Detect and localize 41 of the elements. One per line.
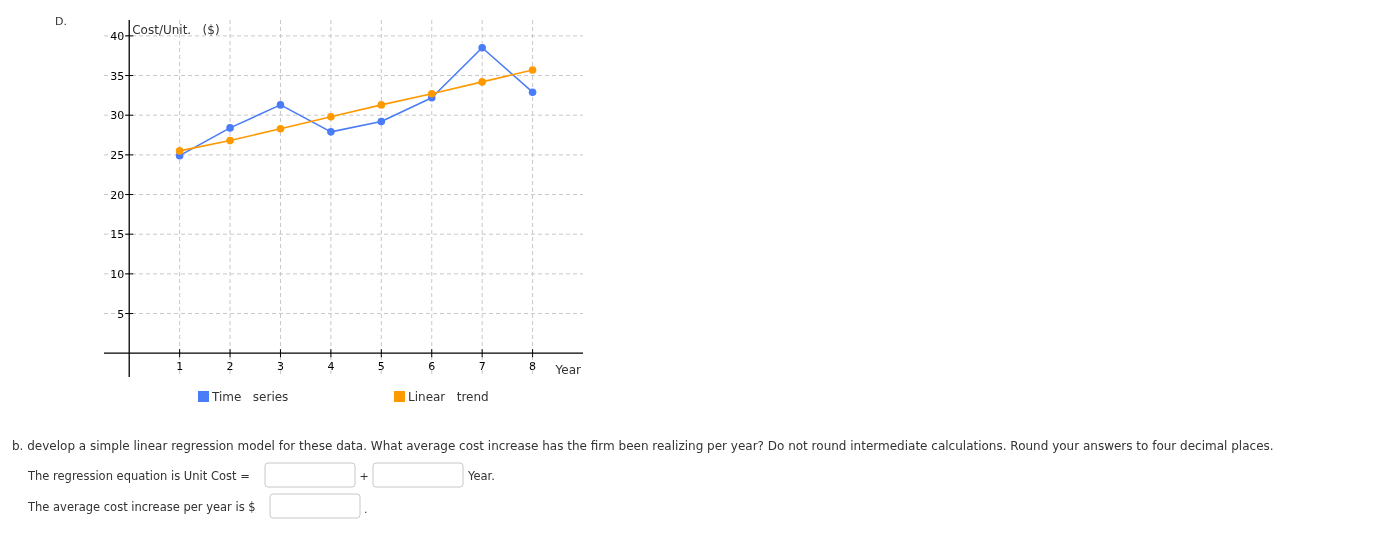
y-tick-label: 5 [117, 307, 125, 321]
point [528, 66, 537, 74]
text: The regression equation is Unit Cost = [27, 469, 250, 483]
point [226, 136, 234, 145]
text: b. develop a simple linear regression model for these data. What average cost increase has the firm been realizing per year? Do not round intermediate calculations. Round your answers to four decimal places. [12, 439, 1274, 453]
legend-label: Time series [211, 390, 289, 404]
y-tick-label: 20 [110, 188, 125, 202]
y-tick-label: 30 [110, 109, 125, 123]
point [377, 101, 386, 109]
point [175, 147, 184, 155]
point [327, 128, 335, 136]
point [427, 89, 436, 98]
point [276, 101, 285, 109]
text: + [359, 470, 369, 483]
x-tick-label: 6 [428, 360, 436, 374]
y-axis-title: Cost/Unit. ($) [132, 23, 220, 37]
x-tick-label: 5 [377, 360, 385, 374]
point [478, 78, 486, 86]
point [478, 43, 486, 52]
text: D. [55, 15, 67, 28]
point [276, 124, 285, 133]
point [377, 117, 386, 126]
legend-label: Linear trend [408, 390, 489, 404]
x-tick-label: 3 [276, 360, 284, 374]
y-tick-label: 40 [110, 29, 125, 43]
y-tick-label: 25 [110, 148, 125, 162]
x-tick-label: 1 [176, 360, 184, 374]
text: Year. [467, 469, 495, 483]
y-tick-label: 10 [110, 267, 125, 281]
y-tick-label: 35 [110, 69, 125, 83]
x-axis-title: Year [554, 363, 582, 378]
x-tick-label: 4 [327, 360, 335, 374]
text: . [364, 503, 368, 516]
x-tick-label: 2 [226, 360, 234, 374]
x-tick-label: 7 [478, 360, 486, 374]
y-tick-label: 15 [110, 228, 125, 242]
text: The average cost increase per year is $ [27, 500, 256, 514]
point [528, 88, 537, 96]
x-tick-label: 8 [529, 360, 537, 374]
point [226, 124, 234, 132]
point [327, 112, 335, 121]
